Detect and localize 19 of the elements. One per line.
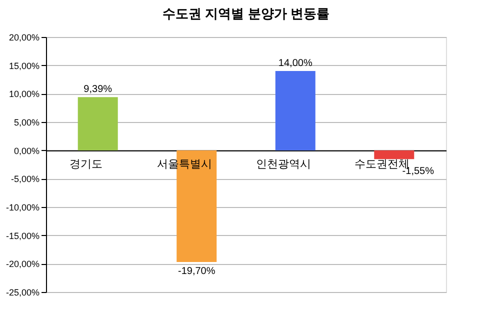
x-tick-label: 인천광역시: [256, 158, 311, 170]
y-tick-label: -20,00%: [6, 259, 40, 270]
data-label: 14,00%: [278, 58, 312, 69]
y-tick-label: -25,00%: [6, 288, 40, 298]
y-tick-label: 15,00%: [8, 60, 40, 71]
bar: [275, 71, 316, 150]
x-tick-label: 경기도: [69, 158, 102, 170]
y-tick-label: 0,00%: [14, 146, 40, 156]
y-tick-label: -10,00%: [6, 202, 40, 212]
y-tick-label: -5,00%: [10, 174, 40, 184]
data-label: -19,70%: [178, 266, 216, 277]
bar: [374, 150, 414, 160]
chart-title: 수도권 지역별 분양가 변동률: [162, 6, 330, 21]
y-tick-label: 5,00%: [14, 118, 40, 128]
y-tick-label: 10,00%: [8, 89, 40, 100]
data-label: 9,39%: [84, 84, 112, 96]
y-tick-label: 20,00%: [8, 32, 40, 42]
y-tick-label: -15,00%: [6, 230, 40, 241]
bar: [78, 97, 118, 150]
